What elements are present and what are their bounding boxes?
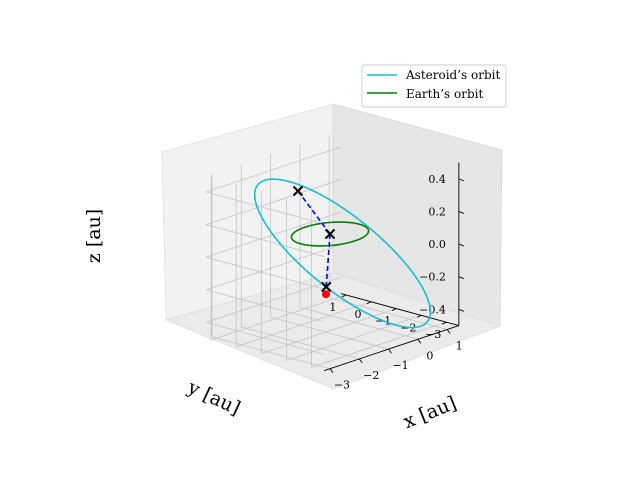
x-tick-mark bbox=[446, 329, 451, 334]
x-marker-stroke bbox=[321, 281, 332, 293]
y-tick-mark bbox=[366, 301, 372, 305]
grid-line-x-floor bbox=[299, 306, 418, 340]
z-tick-mark bbox=[458, 211, 465, 214]
tick-labels: −3−2−101−3−2−101 −0.4−0.20.00.20.4 bbox=[329, 173, 462, 392]
floor-pane bbox=[164, 272, 502, 390]
x-tick-label: −3 bbox=[334, 379, 350, 392]
x-marker bbox=[321, 281, 332, 293]
legend-box bbox=[361, 64, 507, 108]
z-tick-label: 0.0 bbox=[428, 238, 446, 251]
y-tick-label: −3 bbox=[425, 328, 441, 341]
grid-line-x-floor bbox=[270, 316, 389, 350]
x-tick-mark bbox=[329, 368, 334, 373]
x-marker bbox=[324, 228, 336, 240]
x-tick-mark bbox=[417, 339, 422, 344]
grid-line-z-right bbox=[205, 244, 342, 291]
y-tick-label: 1 bbox=[329, 301, 336, 314]
z-tick-mark bbox=[458, 178, 465, 182]
z-tick-label: −0.2 bbox=[419, 271, 446, 284]
y-tick-mark bbox=[442, 321, 447, 325]
grid-line-y-floor bbox=[211, 294, 347, 341]
grid-line-z-left bbox=[206, 224, 325, 257]
z-tick-label: 0.4 bbox=[428, 173, 446, 186]
x-tick-label: −1 bbox=[392, 359, 408, 372]
x-tick-mark bbox=[388, 348, 392, 354]
connector-line bbox=[297, 190, 331, 235]
grid-line-y-floor bbox=[236, 301, 372, 348]
asteroid-orbit-line bbox=[253, 178, 432, 329]
grid-line-z-right bbox=[205, 179, 342, 225]
x-marker-stroke bbox=[324, 228, 336, 240]
x-axis-label: x [au] bbox=[400, 392, 459, 433]
x-axis-line bbox=[323, 325, 460, 372]
grid-line-z-right bbox=[205, 146, 342, 193]
grid-line-z-left bbox=[206, 256, 325, 290]
z-axis-label: z [au] bbox=[83, 209, 105, 263]
grid-line-z-left bbox=[206, 322, 325, 355]
grid-line-y-floor bbox=[311, 321, 447, 368]
grid-line-z-right bbox=[205, 276, 342, 323]
z-tick-label: −0.4 bbox=[419, 303, 446, 316]
x-tick-label: 0 bbox=[426, 349, 433, 362]
y-tick-mark bbox=[391, 308, 397, 311]
y-tick-mark bbox=[417, 314, 422, 318]
grid-line-z-left bbox=[206, 191, 325, 225]
grid-lines bbox=[205, 134, 448, 370]
asteroid-position-dot bbox=[322, 290, 331, 299]
grid-line-x-floor bbox=[211, 336, 331, 370]
y-axis-line bbox=[340, 293, 459, 327]
grid-line-y-floor bbox=[286, 315, 422, 361]
axis-lines bbox=[323, 162, 465, 373]
z-tick-mark bbox=[458, 276, 465, 280]
grid-line-z-left bbox=[206, 289, 325, 323]
x-tick-label: 1 bbox=[456, 340, 463, 353]
z-tick-mark bbox=[458, 308, 465, 312]
z-tick-mark bbox=[458, 243, 465, 247]
event-markers bbox=[292, 185, 336, 299]
connector-line bbox=[325, 233, 331, 287]
y-tick-label: 0 bbox=[355, 308, 362, 321]
z-tick-label: 0.2 bbox=[428, 205, 446, 218]
y-axis-label: y [au] bbox=[183, 376, 243, 420]
legend-label-asteroid: Asteroid’s orbit bbox=[405, 68, 500, 82]
x-tick-mark bbox=[358, 358, 363, 364]
legend-label-earth: Earth’s orbit bbox=[406, 87, 483, 101]
x-marker-stroke bbox=[292, 185, 304, 197]
legend: Asteroid’s orbit Earth’s orbit bbox=[361, 64, 507, 108]
y-tick-mark bbox=[341, 294, 347, 298]
x-tick-label: −2 bbox=[363, 369, 379, 382]
x-marker bbox=[292, 185, 304, 197]
